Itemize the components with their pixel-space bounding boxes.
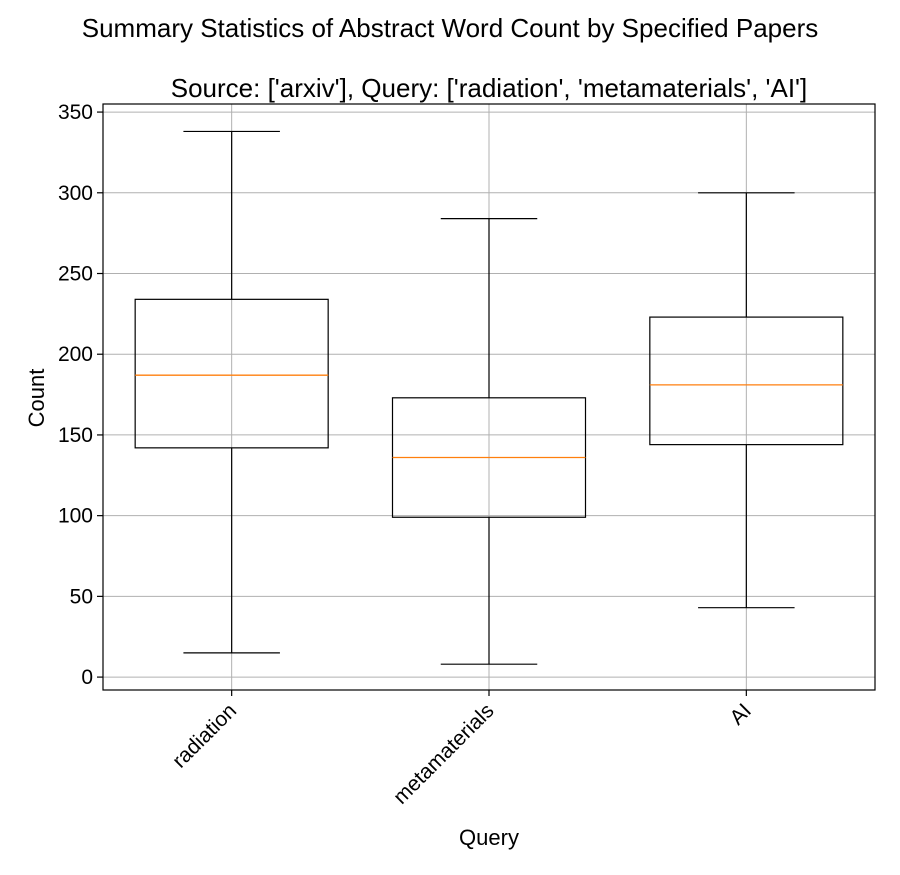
box-group-radiation	[134, 130, 329, 654]
x-tick-label: AI	[726, 699, 756, 729]
x-axis-label: Query	[459, 825, 519, 850]
y-tick-label: 250	[58, 263, 93, 286]
box-group-metamaterials	[391, 218, 587, 665]
y-tick-label: 50	[70, 585, 93, 608]
y-tick-label: 350	[58, 101, 93, 124]
chart-suptitle: Summary Statistics of Abstract Word Coun…	[82, 13, 819, 43]
y-tick-label: 150	[58, 424, 93, 447]
y-axis-label: Count	[24, 369, 49, 428]
y-tick-label: 0	[81, 666, 93, 689]
chart-title: Source: ['arxiv'], Query: ['radiation', …	[171, 73, 808, 103]
x-tick-label: metamaterials	[389, 699, 499, 809]
y-tick-label: 100	[58, 505, 93, 528]
box-layer	[134, 130, 844, 665]
y-tick-label: 300	[58, 182, 93, 205]
iqr-box	[649, 316, 844, 446]
tick-layer: 0 50 100 150 200 250 300 350 radiation metamateri…	[58, 101, 756, 809]
x-tick-label: radiation	[168, 699, 241, 772]
iqr-box	[134, 298, 329, 449]
y-tick-label: 200	[58, 343, 93, 366]
box-group-AI	[649, 192, 844, 609]
